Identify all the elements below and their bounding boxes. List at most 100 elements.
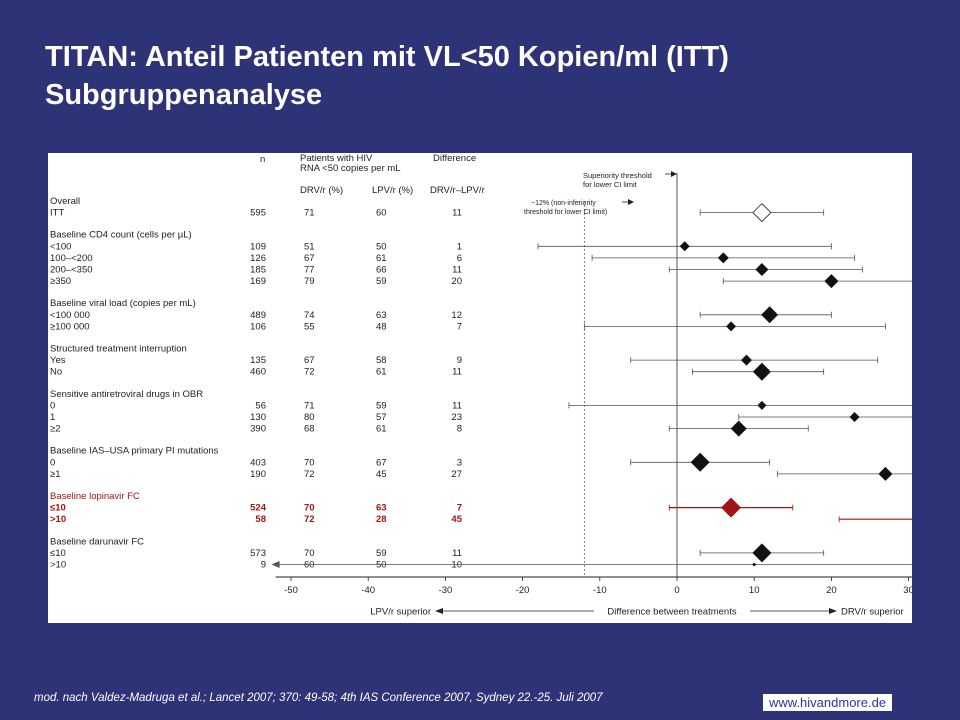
row-7-1-drv: 60 [304, 560, 315, 571]
row-3-0-marker [740, 354, 752, 366]
row-6-0-label: ≤10 [50, 503, 66, 514]
row-5-0-n: 403 [250, 457, 266, 468]
row-0-0-n: 595 [250, 208, 266, 219]
row-5-1-marker [878, 466, 893, 481]
row-5-1-n: 190 [250, 469, 266, 480]
row-7-1-arrow-left [271, 561, 280, 568]
row-1-0-marker [679, 241, 690, 252]
row-7-1-n: 9 [261, 560, 266, 571]
row-0-0-drv: 71 [304, 208, 315, 219]
row-1-1-marker [717, 252, 729, 264]
x-tick-label-6: 10 [749, 585, 760, 596]
title-line-2: Subgruppenanalyse [45, 79, 323, 111]
row-4-1-label: 1 [50, 412, 55, 423]
row-5-0-diff: 3 [457, 457, 462, 468]
row-1-1-lpv: 61 [376, 253, 387, 264]
row-1-0-lpv: 50 [376, 241, 387, 252]
header-difference: Difference [433, 153, 476, 164]
row-3-0-diff: 9 [457, 355, 462, 366]
row-4-1-marker [849, 412, 860, 422]
row-1-3-marker [824, 274, 839, 289]
row-2-0-label: <100 000 [50, 310, 90, 321]
x-tick-label-8: 30 [903, 585, 912, 596]
row-6-1-label: >10 [50, 514, 66, 525]
row-4-2-lpv: 61 [376, 424, 387, 435]
row-4-2-label: ≥2 [50, 424, 61, 435]
row-2-0-n: 489 [250, 310, 266, 321]
row-4-1-diff: 23 [451, 412, 462, 423]
row-1-1-drv: 67 [304, 253, 315, 264]
right-direction-arrow [829, 608, 837, 614]
row-7-0-diff: 11 [452, 548, 462, 559]
row-5-0-lpv: 67 [376, 457, 387, 468]
row-1-1-label: 100–<200 [50, 253, 93, 264]
header-n: n [260, 154, 265, 165]
row-0-0-lpv: 60 [376, 208, 387, 219]
row-1-2-lpv: 66 [376, 265, 387, 276]
row-5-0-drv: 70 [304, 457, 315, 468]
row-4-0-lpv: 59 [376, 400, 387, 411]
group-label-4: Sensitive antiretroviral drugs in OBR [50, 389, 203, 400]
row-1-2-diff: 11 [452, 265, 462, 276]
noninferiority-text-1: −12% (non-inferiority [531, 200, 596, 207]
row-4-1-lpv: 57 [376, 412, 387, 423]
group-label-0: Overall [50, 196, 80, 207]
row-6-1-n: 58 [255, 514, 266, 525]
row-3-0-lpv: 58 [376, 355, 387, 366]
row-4-2-marker [730, 420, 747, 437]
left-direction-arrow [435, 608, 443, 614]
row-1-1-diff: 6 [457, 253, 462, 264]
row-0-0-label: ITT [50, 208, 64, 219]
row-4-1-drv: 80 [304, 412, 315, 423]
row-3-1-drv: 72 [304, 367, 315, 378]
row-2-1-diff: 7 [457, 321, 462, 332]
row-3-1-n: 460 [250, 367, 266, 378]
row-4-2-diff: 8 [457, 424, 462, 435]
row-0-0-marker [752, 202, 772, 223]
superiority-pointer-head [671, 171, 677, 177]
row-6-1-drv: 72 [304, 514, 315, 525]
row-7-0-n: 573 [250, 548, 266, 559]
row-3-1-diff: 11 [452, 367, 462, 378]
row-3-0-n: 135 [250, 355, 266, 366]
x-tick-label-7: 20 [826, 585, 837, 596]
row-1-2-drv: 77 [304, 265, 315, 276]
row-1-3-lpv: 59 [376, 276, 387, 287]
row-7-1-diff: 10 [451, 560, 462, 571]
row-7-1-label: >10 [50, 560, 66, 571]
row-4-0-marker [757, 400, 767, 410]
header-lpv: LPV/r (%) [372, 185, 413, 196]
row-5-1-lpv: 45 [376, 469, 387, 480]
row-5-1-drv: 72 [304, 469, 315, 480]
x-tick-label-1: -40 [361, 585, 375, 596]
slide-title: TITAN: Anteil Patienten mit VL<50 Kopien… [45, 38, 945, 114]
row-2-0-lpv: 63 [376, 310, 387, 321]
group-label-3: Structured treatment interruption [50, 344, 187, 355]
title-line-1: TITAN: Anteil Patienten mit VL<50 Kopien… [45, 41, 729, 73]
row-3-1-marker [752, 362, 771, 381]
header-patients-1: Patients with HIV [300, 153, 373, 164]
group-label-7: Baseline darunavir FC [50, 536, 144, 547]
row-2-1-drv: 55 [304, 321, 315, 332]
row-7-1-lpv: 50 [376, 560, 387, 571]
group-label-6: Baseline lopinavir FC [50, 491, 140, 502]
row-1-2-label: 200–<350 [50, 265, 93, 276]
row-2-0-diff: 12 [451, 310, 462, 321]
noninferiority-text-2: threshold for lower CI limit) [524, 209, 607, 216]
row-4-0-n: 56 [255, 400, 266, 411]
x-tick-label-0: -50 [284, 585, 298, 596]
row-6-1-diff: 45 [451, 514, 462, 525]
website-link[interactable]: www.hivandmore.de [763, 694, 893, 711]
row-1-1-n: 126 [250, 253, 266, 264]
row-1-3-drv: 79 [304, 276, 315, 287]
row-2-1-n: 106 [250, 321, 266, 332]
citation: mod. nach Valdez-Madruga et al.; Lancet … [34, 692, 603, 704]
row-5-1-label: ≥1 [50, 469, 61, 480]
row-2-1-marker [726, 321, 737, 332]
right-direction-label: DRV/r superior [841, 607, 904, 618]
row-0-0-diff: 11 [452, 208, 462, 219]
group-label-1: Baseline CD4 count (cells per µL) [50, 230, 192, 241]
row-7-0-drv: 70 [304, 548, 315, 559]
row-1-3-n: 169 [250, 276, 266, 287]
